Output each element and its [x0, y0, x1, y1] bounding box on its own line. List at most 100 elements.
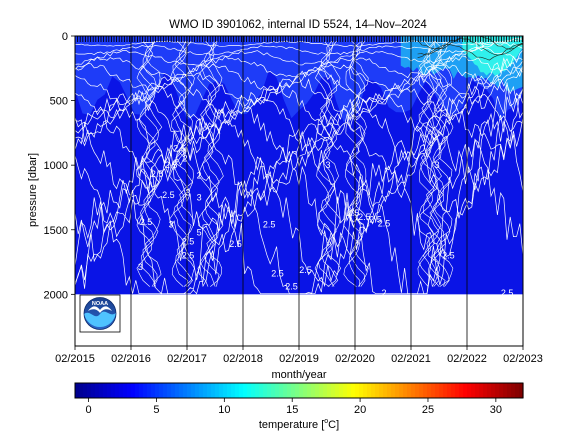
x-tick-label: 02/2022 — [447, 353, 487, 365]
colorbar-strip — [511, 383, 516, 398]
colorbar-label: temperature [oC] — [259, 418, 339, 431]
colorbar-strip — [487, 383, 492, 398]
isotherm-bundle-line — [178, 41, 195, 287]
isotherm-bundle-line — [142, 41, 160, 287]
colorbar-strip — [423, 383, 428, 398]
colorbar-strip — [115, 383, 120, 398]
contour-label: 3 — [169, 220, 174, 230]
contour-label: 3 — [325, 160, 330, 170]
isotherm-warm-line — [417, 43, 523, 61]
colorbar-strip — [347, 383, 352, 398]
colorbar-strip — [163, 383, 168, 398]
isotherm-bundle-line — [346, 41, 363, 287]
x-axis-label: month/year — [271, 369, 326, 381]
colorbar-strip — [355, 383, 360, 398]
contour-label: 2.5 — [358, 212, 371, 222]
colorbar-strip — [303, 383, 308, 398]
isotherm-bundle-line — [317, 41, 336, 287]
colorbar-frame — [74, 382, 524, 399]
isotherm-bundle-line — [429, 41, 448, 287]
colorbar-strip — [339, 383, 344, 398]
colorbar-strip — [123, 383, 128, 398]
contour-label: 2.5 — [299, 265, 312, 275]
colorbar-strip — [99, 383, 104, 398]
colorbar-strip — [267, 383, 272, 398]
colorbar-strip — [451, 383, 456, 398]
colorbar-strip — [227, 383, 232, 398]
isotherm-bundle-line — [314, 41, 332, 287]
x-tick-label: 02/2017 — [167, 353, 207, 365]
isotherm-bundle-line — [418, 41, 436, 287]
colorbar-strip — [291, 383, 296, 398]
isotherm-warm-line — [417, 36, 523, 50]
colorbar-label-text: temperature [ — [259, 419, 324, 431]
contour-label: 2.5 — [151, 169, 164, 179]
colorbar-strip — [139, 383, 144, 398]
colorbar-strip — [435, 383, 440, 398]
colorbar-strip — [195, 383, 200, 398]
colorbar-strip — [75, 383, 80, 398]
y-tick-label: 2000 — [44, 289, 68, 301]
colorbar-strip — [515, 383, 520, 398]
contour-label: 2 — [197, 171, 202, 181]
contour-label: 2.5 — [165, 160, 178, 170]
contour-label: 2 — [381, 288, 386, 298]
contour-label: 2.5 — [140, 217, 153, 227]
isotherm-bundle-line — [172, 41, 189, 287]
colorbar-strip — [439, 383, 444, 398]
colorbar-strip — [363, 383, 368, 398]
y-tick-label: 1500 — [44, 225, 68, 237]
contour-label: 2.5 — [271, 269, 284, 279]
colorbar-strip — [259, 383, 264, 398]
isotherm-bundle-line — [415, 40, 433, 287]
contour-label: 13 — [474, 40, 484, 50]
colorbar-strip — [231, 383, 236, 398]
contour-label: 2.5 — [229, 239, 242, 249]
colorbar-strip — [519, 383, 524, 398]
colorbar-strip — [243, 383, 248, 398]
colorbar-strip — [479, 383, 484, 398]
colorbar-strip — [319, 383, 324, 398]
isotherm-bundle-line — [135, 40, 154, 287]
colorbar-strip — [419, 383, 424, 398]
colorbar-strip — [379, 383, 384, 398]
y-tick-label: 0 — [62, 31, 68, 43]
contour-label: 2.5 — [173, 143, 186, 153]
colorbar-strip — [135, 383, 140, 398]
colorbar-tick-label: 20 — [354, 404, 366, 416]
colorbar-strip — [159, 383, 164, 398]
x-axis: 02/2015 02/2016 02/2017 02/2018 02/2019 02/20… — [55, 346, 543, 365]
colorbar-strip — [327, 383, 332, 398]
contour-label: 2.5 — [369, 214, 382, 224]
noaa-logo-wave — [84, 311, 116, 328]
colorbar-strip — [375, 383, 380, 398]
colorbar-strip — [179, 383, 184, 398]
colorbar-strip — [239, 383, 244, 398]
colorbar-strip — [167, 383, 172, 398]
colorbar-strip — [507, 383, 512, 398]
colorbar-strip — [103, 383, 108, 398]
contour-label: 2 — [183, 154, 188, 164]
isotherm-bundle-line — [139, 41, 156, 287]
colorbar-strip — [187, 383, 192, 398]
colorbar-strip — [287, 383, 292, 398]
colorbar-strip — [131, 383, 136, 398]
isotherm-bundle-line — [203, 41, 221, 287]
colorbar-strip — [311, 383, 316, 398]
colorbar-strip — [211, 383, 216, 398]
colorbar-strip — [87, 383, 92, 398]
contour-label: 3 — [197, 192, 202, 202]
isotherm-bundle-line — [206, 41, 224, 287]
colorbar-strip — [151, 383, 156, 398]
contour-label: 3 — [435, 160, 440, 170]
colorbar-strip — [203, 383, 208, 398]
colorbar-strip — [367, 383, 372, 398]
colorbar-strips — [75, 383, 524, 398]
colorbar-strip — [183, 383, 188, 398]
colorbar-strip — [283, 383, 288, 398]
colorbar-label-degree: o — [324, 418, 328, 425]
colorbar-strip — [111, 383, 116, 398]
contour-label: 2.5 — [182, 236, 195, 246]
noaa-logo: NOAA — [79, 294, 121, 333]
